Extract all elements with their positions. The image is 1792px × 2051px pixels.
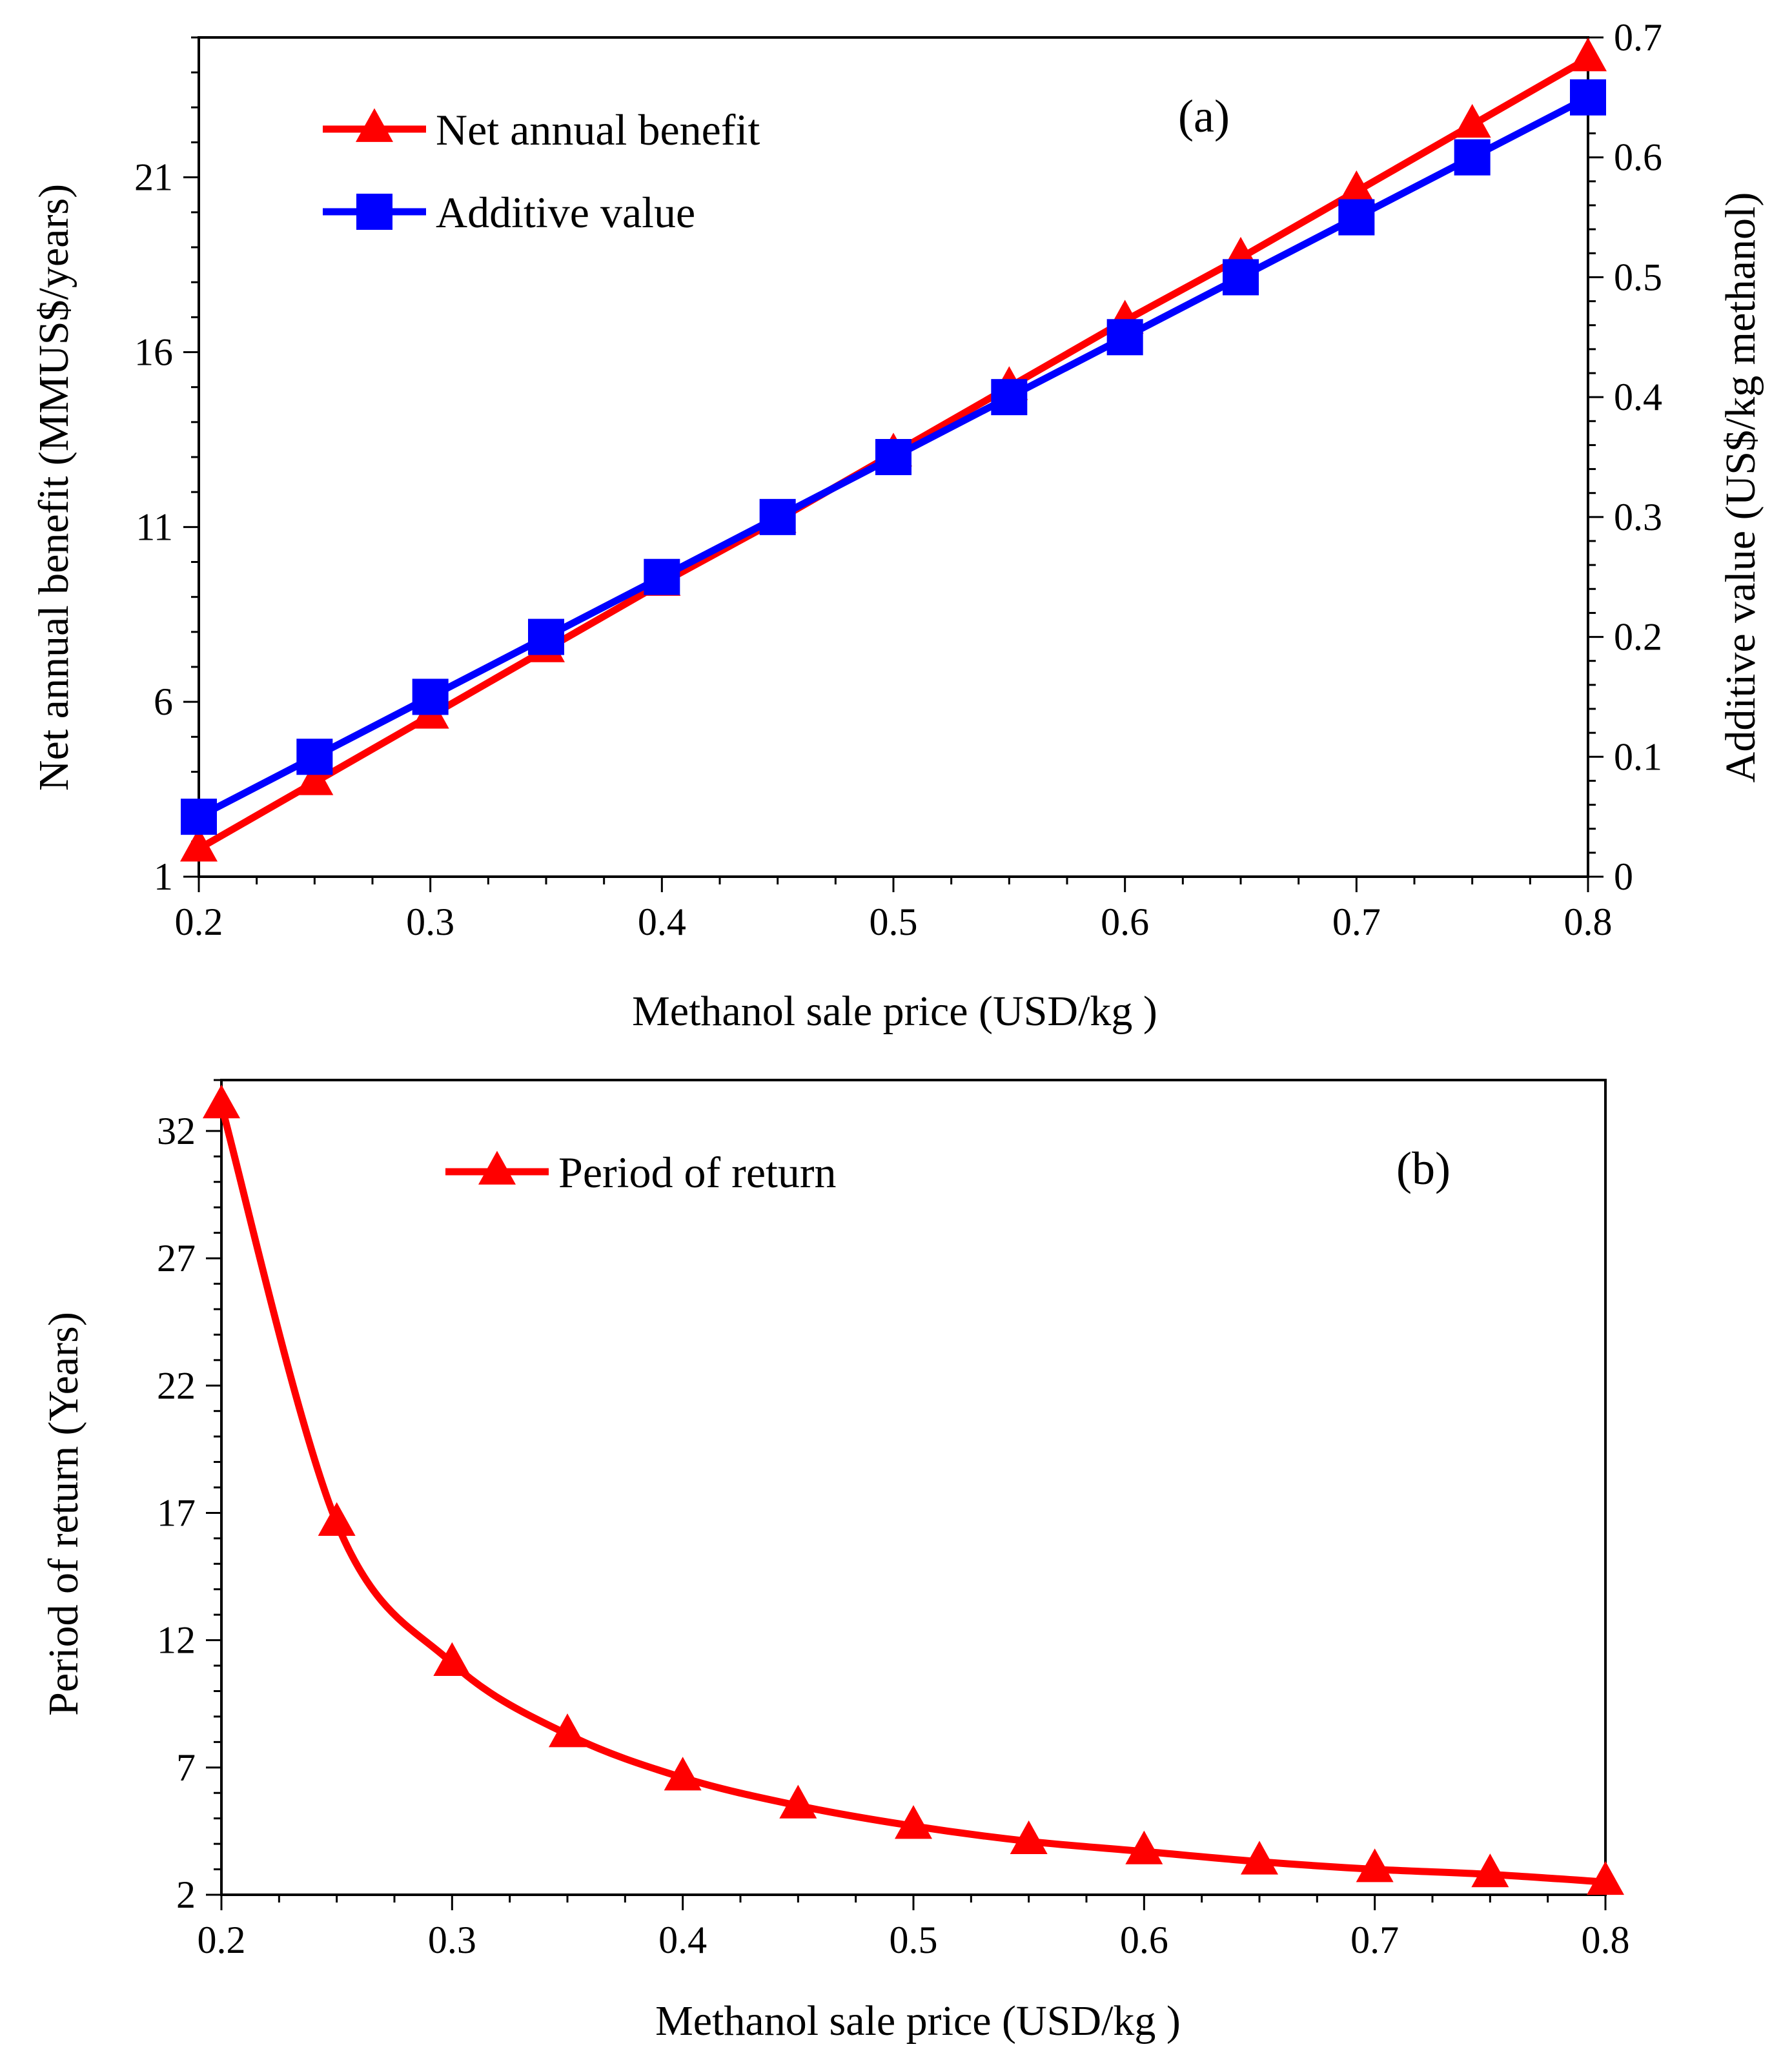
x-tick-label: 0.2 (175, 901, 223, 943)
y-tick-label: 16 (134, 331, 173, 374)
x-tick-label: 0.7 (1332, 901, 1381, 943)
data-point-triangle (549, 1713, 586, 1748)
y2-axis-title-a: Additive value (US$/kg methanol) (1717, 192, 1764, 783)
axes-a: 0.2 0.3 0.4 0.5 0.6 0.7 0.81611162100.10.20.30… (134, 16, 1662, 943)
data-point-triangle (433, 1642, 471, 1676)
data-point-triangle (318, 1502, 356, 1536)
data-point-triangle (664, 1757, 702, 1791)
series-marks-b (203, 1085, 1624, 1895)
y-tick-label: 21 (134, 156, 173, 199)
x-tick-label: 0.7 (1350, 1919, 1399, 1961)
y2-tick-label: 0.4 (1614, 376, 1662, 418)
data-point-square (1570, 79, 1606, 116)
panel-label-a: (a) (1178, 90, 1230, 142)
data-point-square (528, 618, 564, 655)
y2-tick-label: 0.2 (1614, 616, 1662, 658)
x-tick-label: 0.6 (1120, 1919, 1168, 1961)
x-tick-label: 0.5 (890, 1919, 938, 1961)
y-tick-label: 6 (154, 680, 173, 723)
data-point-triangle (203, 1085, 240, 1119)
legend-a: Net annual benefit Additive value (323, 105, 760, 237)
data-point-triangle (895, 1805, 932, 1839)
x-tick-label: 0.4 (638, 901, 686, 943)
data-point-triangle (1241, 1841, 1278, 1875)
x-tick-label: 0.6 (1101, 901, 1149, 943)
data-point-square (1338, 199, 1375, 236)
data-point-square (875, 439, 911, 475)
data-point-square (1454, 139, 1491, 176)
legend-marker-square (356, 194, 392, 230)
data-point-square (991, 379, 1028, 416)
y-tick-label: 22 (157, 1364, 196, 1407)
legend-label: Additive value (436, 188, 695, 237)
data-point-triangle (1453, 104, 1491, 138)
y2-tick-label: 0.6 (1614, 136, 1662, 179)
data-point-triangle (1010, 1820, 1048, 1855)
data-point-square (1223, 259, 1259, 296)
y2-tick-label: 0.5 (1614, 256, 1662, 298)
x-axis-title-a: Methanol sale price (USD/kg ) (632, 988, 1157, 1035)
x-tick-label: 0.3 (406, 901, 454, 943)
y-axis-title-b: Period of return (Years) (40, 1312, 87, 1716)
chart-panel-a: 0.2 0.3 0.4 0.5 0.6 0.7 0.81611162100.10.20.30… (30, 16, 1764, 1035)
legend-marker-triangle (356, 108, 393, 142)
legend-marker-triangle (478, 1150, 516, 1185)
y2-tick-label: 0.7 (1614, 16, 1662, 59)
y-tick-label: 12 (157, 1619, 196, 1662)
x-tick-label: 0.8 (1564, 901, 1613, 943)
x-tick-label: 0.3 (428, 1919, 476, 1961)
data-point-triangle (1471, 1853, 1509, 1888)
x-axis-title-b: Methanol sale price (USD/kg ) (655, 1997, 1181, 2045)
y2-tick-label: 0.1 (1614, 735, 1662, 778)
y-tick-label: 32 (157, 1110, 196, 1152)
legend-label: Net annual benefit (436, 105, 760, 154)
data-point-triangle (1569, 37, 1607, 72)
y-tick-label: 1 (154, 855, 173, 898)
y-tick-label: 7 (176, 1746, 196, 1789)
y-tick-label: 27 (157, 1237, 196, 1280)
y-tick-label: 11 (136, 505, 173, 548)
data-point-triangle (296, 761, 334, 795)
x-tick-label: 0.8 (1582, 1919, 1630, 1961)
y-tick-label: 17 (157, 1491, 196, 1534)
data-point-triangle (1587, 1861, 1624, 1895)
panel-label-b: (b) (1396, 1143, 1451, 1194)
data-point-square (644, 558, 680, 595)
legend-label: Period of return (558, 1148, 837, 1197)
data-point-triangle (779, 1784, 817, 1819)
x-tick-label: 0.4 (658, 1919, 707, 1961)
data-point-square (412, 679, 449, 715)
y-tick-label: 2 (176, 1873, 196, 1916)
data-point-triangle (1125, 1830, 1163, 1864)
data-point-triangle (1356, 1848, 1394, 1883)
series-marks-a (180, 37, 1607, 862)
x-tick-label: 0.2 (198, 1919, 246, 1961)
y2-tick-label: 0 (1614, 855, 1633, 898)
y2-tick-label: 0.3 (1614, 496, 1662, 538)
data-point-square (1106, 319, 1143, 356)
data-point-triangle (180, 828, 218, 862)
data-point-triangle (1338, 170, 1376, 205)
data-point-square (759, 498, 796, 535)
x-tick-label: 0.5 (870, 901, 918, 943)
series-line-period-of-return (218, 1104, 1606, 1886)
legend-b: Period of return (445, 1148, 837, 1197)
y-axis-title-a: Net annual benefit (MMUS$/years) (30, 184, 77, 791)
data-point-square (296, 739, 333, 775)
data-point-square (181, 799, 217, 835)
